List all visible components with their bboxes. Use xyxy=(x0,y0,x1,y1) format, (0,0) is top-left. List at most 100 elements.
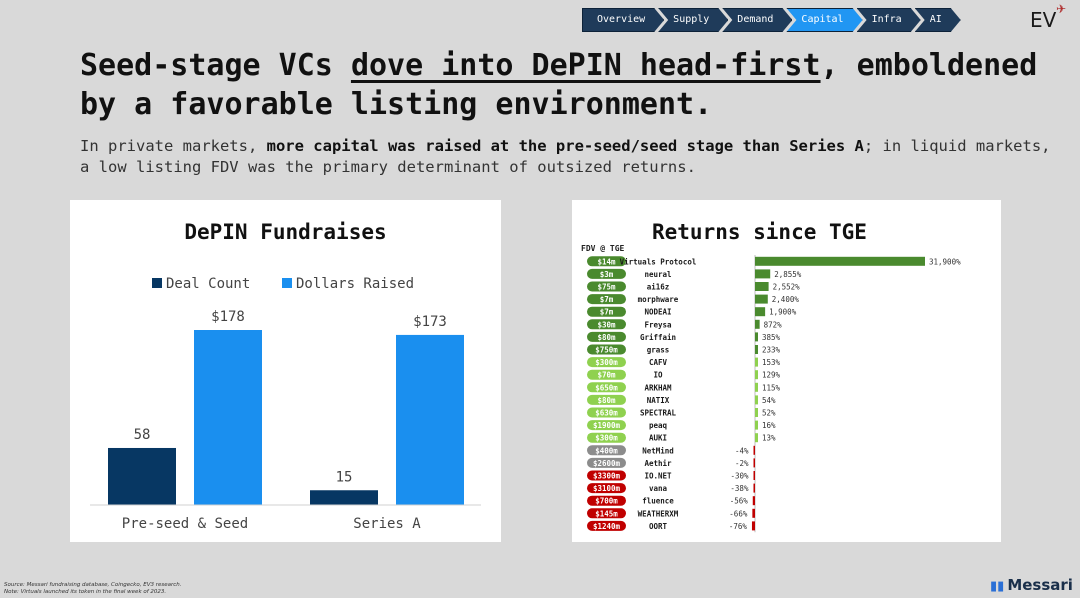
footnote-note: Note: Virtuals launched its token in the… xyxy=(4,589,167,595)
fdv-pill-20 xyxy=(587,508,626,519)
fundraises-chart-title: DePIN Fundraises xyxy=(184,220,387,244)
title-underlined: dove into DePIN head-first xyxy=(350,48,821,83)
fdv-pill-11 xyxy=(587,394,626,405)
fdv-label-3: $7m xyxy=(600,295,614,304)
fdv-label-5: $30m xyxy=(597,320,616,329)
return-label-3: 2,400% xyxy=(772,295,800,304)
fdv-label-8: $300m xyxy=(595,358,618,367)
fdv-pill-9 xyxy=(587,369,626,380)
subtitle-part-2: ; in liquid markets, a low listing FDV w… xyxy=(80,137,1051,176)
project-logo-9: IO xyxy=(653,371,663,380)
ev-logo: EV ✈ xyxy=(1030,2,1066,32)
fdv-pill-2 xyxy=(587,281,626,292)
return-bar-7 xyxy=(755,345,758,354)
title-part-1: Seed-stage VCs xyxy=(80,48,351,83)
return-label-17: -30% xyxy=(730,472,749,481)
legend-label-0: Deal Count xyxy=(166,276,250,292)
nav-tab-infra[interactable]: Infra xyxy=(857,8,921,32)
fdv-label-7: $750m xyxy=(595,346,618,355)
return-bar-1 xyxy=(755,269,771,279)
fdv-label-14: $300m xyxy=(595,434,618,443)
fdv-label-13: $1900m xyxy=(593,421,621,430)
fdv-pill-0 xyxy=(587,256,626,267)
fdv-column-header: FDV @ TGE xyxy=(581,244,625,253)
project-logo-0: Virtuals Protocol xyxy=(620,257,697,266)
project-logo-17: IO.NET xyxy=(644,472,672,481)
fdv-label-2: $75m xyxy=(597,283,616,292)
fdv-pill-7 xyxy=(587,344,626,355)
fdv-pill-3 xyxy=(587,294,626,305)
return-bar-17 xyxy=(753,471,755,480)
return-label-11: 54% xyxy=(762,396,776,405)
subtitle-part-1: In private markets, xyxy=(80,137,267,155)
return-label-0: 31,900% xyxy=(929,257,961,266)
subtitle-bold: more capital was raised at the pre-seed/… xyxy=(266,137,864,155)
returns-chart-title: Returns since TGE xyxy=(652,220,867,244)
return-label-7: 233% xyxy=(762,346,781,355)
project-logo-7: grass xyxy=(647,346,670,355)
return-bar-18 xyxy=(753,483,755,493)
fdv-label-0: $14m xyxy=(597,257,616,266)
return-label-8: 153% xyxy=(762,358,781,367)
messari-logo: ▮▮ Messari xyxy=(990,576,1073,594)
return-bar-13 xyxy=(755,420,758,430)
nav-tab-supply[interactable]: Supply xyxy=(658,8,728,32)
project-logo-1: neural xyxy=(644,270,671,279)
return-bar-8 xyxy=(755,357,758,367)
returns-chart: FDV @ TGE $14m Virtuals Protocol 31,900% $3m… xyxy=(581,244,961,533)
project-logo-20: WEATHERXM xyxy=(638,509,679,518)
project-logo-13: peaq xyxy=(649,421,667,430)
project-logo-8: CAFV xyxy=(649,358,668,367)
bar-0-1 xyxy=(310,490,378,505)
fdv-pill-13 xyxy=(587,420,626,431)
fdv-label-12: $630m xyxy=(595,409,618,418)
bar-1-0 xyxy=(194,330,262,505)
return-label-18: -38% xyxy=(730,484,749,493)
project-logo-6: Griffain xyxy=(640,333,676,342)
fdv-pill-14 xyxy=(587,432,626,443)
bar-label-0-0: 58 xyxy=(134,427,151,443)
project-logo-14: AUKI xyxy=(649,434,667,443)
fdv-label-18: $3100m xyxy=(593,484,621,493)
return-bar-3 xyxy=(755,294,768,304)
fdv-label-19: $700m xyxy=(595,497,618,506)
section-nav: Overview Supply Demand Capital Infra AI xyxy=(582,8,955,32)
legend-label-1: Dollars Raised xyxy=(296,276,414,292)
fdv-pill-10 xyxy=(587,382,626,393)
return-bar-16 xyxy=(753,458,755,468)
bar-0-0 xyxy=(108,447,176,505)
return-label-2: 2,552% xyxy=(773,283,801,292)
return-bar-2 xyxy=(755,282,769,291)
return-bar-19 xyxy=(752,496,755,506)
nav-tab-ai[interactable]: AI xyxy=(915,8,961,32)
rocket-icon: ✈ xyxy=(1056,2,1067,16)
project-logo-12: SPECTRAL xyxy=(640,409,677,418)
footnote: Source: Messari fundraising database, Co… xyxy=(4,582,182,596)
fdv-label-1: $3m xyxy=(600,270,614,279)
nav-tab-overview[interactable]: Overview xyxy=(582,8,664,32)
fdv-pill-6 xyxy=(587,331,626,342)
messari-mark-icon: ▮▮ xyxy=(990,579,1005,594)
fdv-pill-17 xyxy=(587,470,626,481)
return-label-14: 13% xyxy=(762,434,776,443)
project-logo-2: ai16z xyxy=(647,283,670,292)
return-label-1: 2,855% xyxy=(774,270,802,279)
return-bar-12 xyxy=(755,408,758,417)
fdv-pill-16 xyxy=(587,457,626,468)
project-logo-21: OORT xyxy=(649,522,668,531)
project-logo-18: vana xyxy=(649,484,668,493)
return-label-13: 16% xyxy=(762,421,776,430)
fdv-label-9: $70m xyxy=(597,371,616,380)
fdv-pill-18 xyxy=(587,483,626,494)
nav-tab-demand[interactable]: Demand xyxy=(722,8,792,32)
project-logo-11: NATIX xyxy=(647,396,670,405)
fundraises-chart-panel: DePIN Fundraises Deal Count Dollars Raise… xyxy=(70,200,501,542)
nav-tab-capital[interactable]: Capital xyxy=(786,8,862,32)
return-label-9: 129% xyxy=(762,371,781,380)
fdv-pill-5 xyxy=(587,319,626,330)
return-bar-4 xyxy=(755,307,766,317)
fdv-label-15: $400m xyxy=(595,446,618,455)
category-label-1: Series A xyxy=(353,516,421,532)
title-part-2: , emboldened by a favorable listing envi… xyxy=(80,48,1038,122)
footnote-source: Source: Messari fundraising database, Co… xyxy=(4,582,182,588)
